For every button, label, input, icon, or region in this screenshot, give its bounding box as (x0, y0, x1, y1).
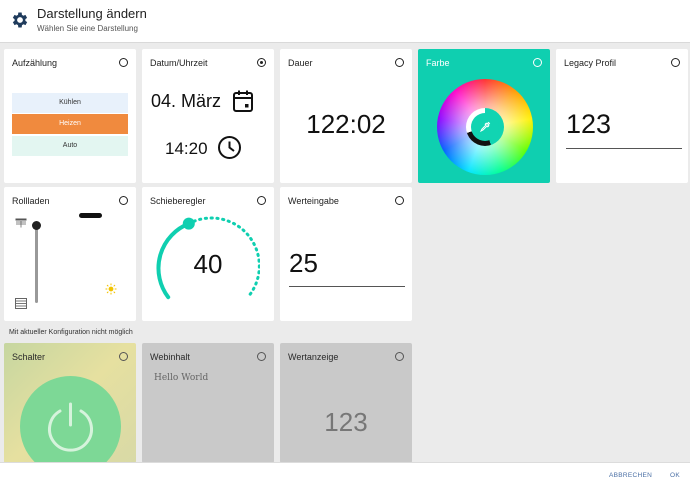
calendar-icon (233, 90, 253, 112)
color-wheel[interactable] (437, 79, 533, 175)
date-value: 04. März (151, 91, 222, 111)
tile-label: Legacy Profil (564, 58, 617, 68)
gauge-slider[interactable] (156, 213, 260, 317)
blind-slider-track[interactable] (35, 225, 38, 303)
duration-value: 122:02 (306, 109, 386, 139)
option-heizen: Heizen (12, 114, 128, 134)
radio-button[interactable] (533, 58, 542, 67)
tile-datum-uhrzeit[interactable]: Datum/Uhrzeit 04. März 14:20 (142, 49, 274, 183)
blind-closed-icon (15, 218, 27, 228)
tile-label: Wertanzeige (288, 352, 339, 362)
cancel-button[interactable]: ABBRECHEN (609, 472, 653, 479)
radio-button[interactable] (119, 58, 128, 67)
radio-button (119, 352, 128, 361)
tile-label: Werteingabe (288, 196, 339, 206)
slider-value: 40 (193, 249, 223, 279)
radio-button (257, 352, 266, 361)
time-value: 14:20 (165, 139, 208, 158)
blind-indicator (79, 213, 102, 218)
dialog-title: Darstellung ändern (37, 6, 147, 21)
tile-schalter: Schalter (4, 343, 136, 477)
tile-webinhalt: Webinhalt Hello World (142, 343, 274, 463)
dialog-header: Darstellung ändern Wählen Sie eine Darst… (0, 0, 690, 43)
radio-button[interactable] (671, 58, 680, 67)
dialog-footer: ABBRECHEN OK (0, 462, 690, 480)
display-value: 123 (324, 407, 368, 437)
tile-label: Aufzählung (12, 58, 58, 68)
blind-open-icon (15, 298, 27, 309)
tile-label: Webinhalt (150, 352, 190, 362)
radio-button[interactable] (257, 196, 266, 205)
input-underline (289, 286, 405, 287)
legacy-value: 123 (566, 109, 612, 139)
web-content: Hello World (154, 373, 209, 383)
dialog-subtitle: Wählen Sie eine Darstellung (37, 24, 138, 33)
power-button (20, 376, 121, 477)
section-note: Mit aktueller Konfiguration nicht möglic… (9, 329, 133, 336)
sun-icon (105, 283, 117, 295)
power-icon (48, 402, 93, 452)
tile-label: Farbe (426, 58, 450, 68)
blind-slider-handle[interactable] (32, 221, 41, 230)
radio-button[interactable] (395, 196, 404, 205)
tile-label: Rollladen (12, 196, 50, 206)
tile-wertanzeige: Wertanzeige 123 (280, 343, 412, 463)
tile-aufzaehlung[interactable]: Aufzählung Kühlen Heizen Auto (4, 49, 136, 183)
radio-button[interactable] (257, 58, 266, 67)
tile-label: Datum/Uhrzeit (150, 58, 208, 68)
input-value[interactable]: 25 (289, 248, 318, 278)
tile-legacy-profil[interactable]: Legacy Profil 123 (556, 49, 688, 183)
gear-icon (12, 12, 28, 28)
value-underline (566, 148, 682, 149)
tile-rollladen[interactable]: Rollladen (4, 187, 136, 321)
radio-button (395, 352, 404, 361)
color-preview-center (471, 113, 499, 141)
tile-werteingabe[interactable]: Werteingabe 25 (280, 187, 412, 321)
radio-button[interactable] (119, 196, 128, 205)
pipette-icon[interactable] (479, 121, 491, 133)
tile-farbe[interactable]: Farbe (418, 49, 550, 183)
gauge-handle (182, 217, 195, 230)
ok-button[interactable]: OK (670, 472, 680, 479)
tile-label: Schalter (12, 352, 46, 362)
option-kuehlen: Kühlen (12, 93, 128, 113)
tile-label: Schieberegler (150, 196, 206, 206)
tile-label: Dauer (288, 58, 313, 68)
tile-schieberegler[interactable]: Schieberegler 40 (142, 187, 274, 321)
tile-dauer[interactable]: Dauer 122:02 (280, 49, 412, 183)
radio-button[interactable] (395, 58, 404, 67)
clock-icon (218, 136, 241, 159)
option-auto: Auto (12, 136, 128, 156)
